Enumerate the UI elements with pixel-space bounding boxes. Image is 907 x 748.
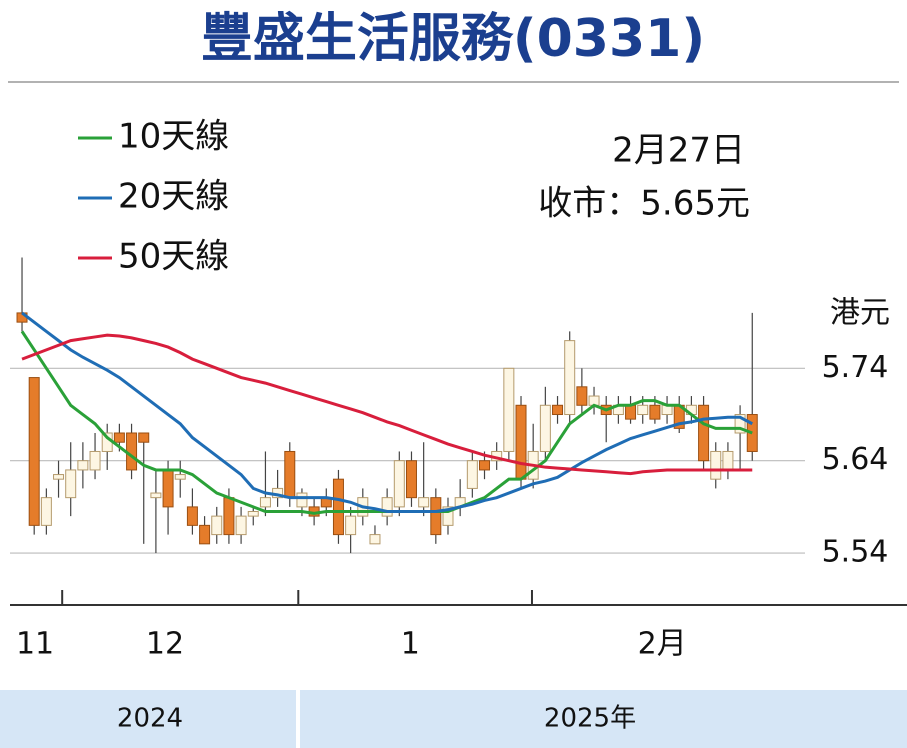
candle-body xyxy=(77,460,89,471)
candle-body xyxy=(40,497,52,526)
candle-body xyxy=(345,515,357,536)
candle-body xyxy=(734,414,746,434)
candle-body xyxy=(369,534,381,545)
annotation: 2月27日 xyxy=(612,131,745,171)
candle-body xyxy=(284,450,296,499)
legend-label: 50天線 xyxy=(118,237,229,277)
candle-body xyxy=(405,460,417,499)
candle-body xyxy=(162,469,174,508)
candle-body xyxy=(174,474,186,480)
candle-body xyxy=(53,474,65,480)
moving-average-line xyxy=(21,311,753,514)
candle-body xyxy=(89,450,101,471)
legend-label: 10天線 xyxy=(118,117,229,157)
candle-body xyxy=(113,432,125,443)
y-tick-label: 5.74 xyxy=(822,350,889,385)
candle-body xyxy=(381,497,393,517)
candle-body xyxy=(710,450,722,480)
candle-body xyxy=(199,524,211,545)
year-band xyxy=(0,690,907,748)
candle-body xyxy=(698,404,710,462)
candle-body xyxy=(625,404,637,420)
x-tick-label: 11 xyxy=(16,627,54,662)
candle-body xyxy=(259,497,271,508)
y-tick-label: 5.54 xyxy=(822,535,889,570)
candle-body xyxy=(552,404,564,416)
candle-body xyxy=(637,404,649,416)
candle-body xyxy=(418,497,430,508)
candle-body xyxy=(247,511,259,517)
annotation: 收市：5.65元 xyxy=(538,184,750,224)
x-tick-label: 2月 xyxy=(638,627,687,662)
candle-body xyxy=(150,492,162,499)
candle-body xyxy=(564,340,576,416)
candle-body xyxy=(576,386,588,406)
candle-body xyxy=(442,506,454,526)
candle-body xyxy=(503,367,515,452)
candle-body xyxy=(223,497,235,536)
candle-body xyxy=(430,497,442,536)
candle-body xyxy=(126,432,138,471)
candle-body xyxy=(479,460,491,471)
year-label: 2024 xyxy=(117,704,183,734)
candle-body xyxy=(138,432,150,443)
chart-title: 豐盛生活服務(0331) xyxy=(201,9,705,69)
candle-body xyxy=(28,377,40,526)
year-label: 2025年 xyxy=(544,704,636,734)
candle-body xyxy=(649,404,661,420)
candle-body xyxy=(186,506,198,526)
candle-body xyxy=(393,460,405,508)
x-tick-label: 1 xyxy=(401,627,420,662)
candle-body xyxy=(211,515,223,536)
candle-body xyxy=(539,404,551,452)
candle-body xyxy=(332,478,344,536)
candle-body xyxy=(296,492,308,508)
candle-body xyxy=(65,469,77,499)
legend-label: 20天線 xyxy=(118,177,229,217)
candle-body xyxy=(466,460,478,489)
y-tick-label: 5.64 xyxy=(822,442,889,477)
moving-average-line xyxy=(21,333,753,476)
candle-body xyxy=(722,450,734,471)
candle-body xyxy=(235,515,247,536)
y-unit: 港元 xyxy=(830,296,890,331)
x-tick-label: 12 xyxy=(146,627,184,662)
candle-body xyxy=(515,404,527,480)
